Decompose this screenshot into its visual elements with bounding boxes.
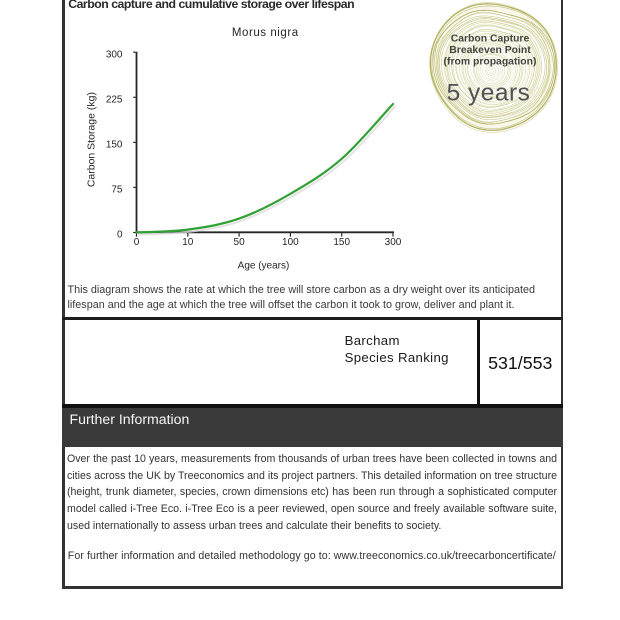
- svg-text:300: 300: [106, 50, 123, 61]
- svg-text:75: 75: [111, 185, 123, 196]
- svg-text:Breakeven Point: Breakeven Point: [449, 45, 531, 56]
- svg-text:Carbon Capture: Carbon Capture: [450, 33, 529, 44]
- svg-text:0: 0: [134, 237, 140, 248]
- svg-text:150: 150: [333, 237, 350, 248]
- svg-text:0: 0: [117, 230, 123, 241]
- svg-text:Morus nigra: Morus nigra: [232, 27, 299, 39]
- svg-text:50: 50: [234, 237, 246, 248]
- svg-text:Age (years): Age (years): [238, 260, 290, 271]
- svg-text:(from propagation): (from propagation): [443, 57, 536, 68]
- svg-text:5 years: 5 years: [446, 80, 530, 107]
- svg-text:10: 10: [182, 237, 194, 248]
- svg-text:300: 300: [385, 237, 402, 248]
- svg-text:150: 150: [106, 140, 123, 151]
- svg-text:225: 225: [106, 95, 123, 106]
- svg-text:Carbon Storage (kg): Carbon Storage (kg): [86, 92, 98, 187]
- svg-text:100: 100: [282, 237, 299, 248]
